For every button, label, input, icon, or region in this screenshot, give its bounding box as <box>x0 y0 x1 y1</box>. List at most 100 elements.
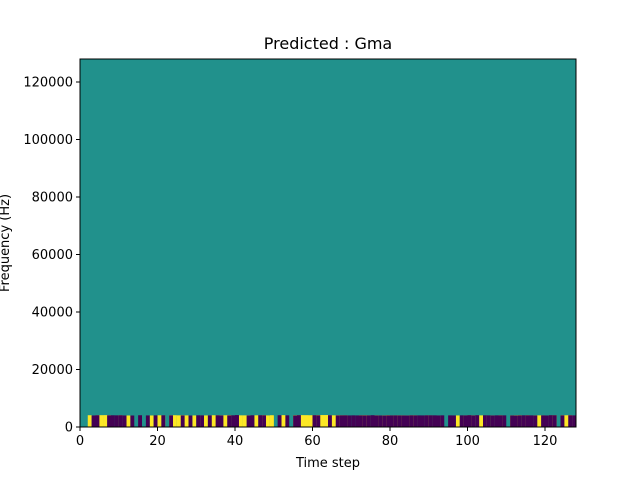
heatmap-cell-low <box>498 415 503 427</box>
heatmap-cell-low <box>467 415 472 427</box>
x-tick-label: 60 <box>304 434 321 449</box>
heatmap-cell-low <box>529 415 534 427</box>
heatmap-cell-high <box>157 415 162 427</box>
heatmap-cell-low <box>138 415 143 427</box>
heatmap-cell-low <box>118 415 123 427</box>
heatmap-cell-low <box>448 415 453 427</box>
heatmap-cell-low <box>552 415 557 427</box>
y-tick-label: 20000 <box>32 363 73 378</box>
heatmap-cell-low <box>490 415 495 427</box>
heatmap-cell-low <box>533 415 538 427</box>
heatmap-cell-low <box>382 415 387 427</box>
heatmap-cell-low <box>471 415 476 427</box>
heatmap-cell-high <box>103 415 108 427</box>
heatmap-cell-high <box>254 415 259 427</box>
heatmap-cell-low <box>362 415 367 427</box>
x-tick-label: 80 <box>382 434 399 449</box>
heatmap-cell-low <box>231 415 236 427</box>
heatmap-cell-low <box>207 415 212 427</box>
heatmap-cell-low <box>180 415 185 427</box>
heatmap-cell-high <box>479 415 484 427</box>
heatmap-cell-high <box>184 415 189 427</box>
heatmap-cell-low <box>386 415 391 427</box>
heatmap-cell-high <box>455 415 460 427</box>
heatmap-cell-low <box>541 415 546 427</box>
heatmap-cell-low <box>262 415 267 427</box>
x-tick-label: 20 <box>149 434 166 449</box>
heatmap-cell-low <box>510 415 515 427</box>
heatmap-cell-high <box>304 415 309 427</box>
heatmap-cell-low <box>521 415 526 427</box>
heatmap-cell-low <box>293 415 298 427</box>
heatmap-cell-low <box>215 415 220 427</box>
heatmap-cell-low <box>393 415 398 427</box>
heatmap-cell-high <box>300 415 305 427</box>
heatmap-cell-low <box>312 415 317 427</box>
heatmap-cell-low <box>525 415 530 427</box>
heatmap-cell-high <box>223 415 228 427</box>
heatmap-cell-low <box>401 415 406 427</box>
heatmap-cell-high <box>176 415 181 427</box>
heatmap-cell-low <box>219 415 224 427</box>
heatmap-cell-low <box>114 415 119 427</box>
heatmap-cell-low <box>374 415 379 427</box>
heatmap-cell-high <box>281 415 286 427</box>
heatmap-cell-high <box>126 415 131 427</box>
y-tick-label: 40000 <box>32 306 73 321</box>
heatmap-cell-low <box>297 415 301 427</box>
heatmap-cell-low <box>111 415 115 427</box>
heatmap-cell-low <box>378 415 383 427</box>
heatmap-cell-low <box>370 415 375 427</box>
heatmap-cell-high <box>331 415 336 427</box>
heatmap-cell-low <box>145 415 150 427</box>
heatmap-cell-low <box>188 415 193 427</box>
heatmap-cell-high <box>564 415 569 427</box>
heatmap-cell-low <box>548 415 553 427</box>
heatmap-cell-low <box>227 415 232 427</box>
heatmap-cell-low <box>572 415 577 427</box>
heatmap-cell-low <box>153 415 158 427</box>
heatmap-cell-high <box>269 415 274 427</box>
heatmap-cell-low <box>560 415 565 427</box>
plot-frame <box>79 58 577 428</box>
y-axis-label: Frequency (Hz) <box>0 194 13 292</box>
x-tick-label: 40 <box>227 434 244 449</box>
heatmap-cell-high <box>308 415 313 427</box>
heatmap-cell-high <box>211 415 216 427</box>
heatmap-cell-low <box>545 415 549 427</box>
heatmap-cell-low <box>339 415 344 427</box>
x-axis: 0 20 40 60 80 100 120 <box>76 427 558 449</box>
heatmap-cell-low <box>475 415 480 427</box>
x-tick-label: 120 <box>533 434 558 449</box>
heatmap-cell-low <box>95 415 100 427</box>
heatmap-cell-high <box>87 415 92 427</box>
heatmap-cell-low <box>122 415 127 427</box>
x-tick-label: 100 <box>455 434 480 449</box>
y-axis: 0 20000 40000 60000 80000 100000 120000 <box>23 76 80 436</box>
heatmap-cell-low <box>514 415 518 427</box>
y-tick-label: 0 <box>65 421 73 436</box>
heatmap-cell-low <box>486 415 491 427</box>
heatmap-background <box>80 59 576 427</box>
heatmap-cell-low <box>452 415 456 427</box>
heatmap-cell-low <box>409 415 414 427</box>
heatmap-cell-low <box>405 415 410 427</box>
x-axis-label: Time step <box>295 456 360 471</box>
plot-area <box>80 59 577 427</box>
heatmap-cell-low <box>355 415 360 427</box>
heatmap-cell-low <box>517 415 522 427</box>
heatmap-cell-low <box>91 415 96 427</box>
heatmap-cell-low <box>494 415 499 427</box>
heatmap-cell-high <box>266 415 270 427</box>
heatmap-cell-low <box>413 415 418 427</box>
heatmap-cell-low <box>347 415 352 427</box>
heatmap-cell-low <box>390 415 394 427</box>
y-tick-label: 80000 <box>32 191 73 206</box>
heatmap-cell-high <box>204 415 208 427</box>
heatmap-cell-high <box>238 415 243 427</box>
heatmap-cell-low <box>235 415 239 427</box>
heatmap-cell-low <box>196 415 201 427</box>
y-tick-label: 100000 <box>23 133 73 148</box>
heatmap-cell-low <box>436 415 441 427</box>
